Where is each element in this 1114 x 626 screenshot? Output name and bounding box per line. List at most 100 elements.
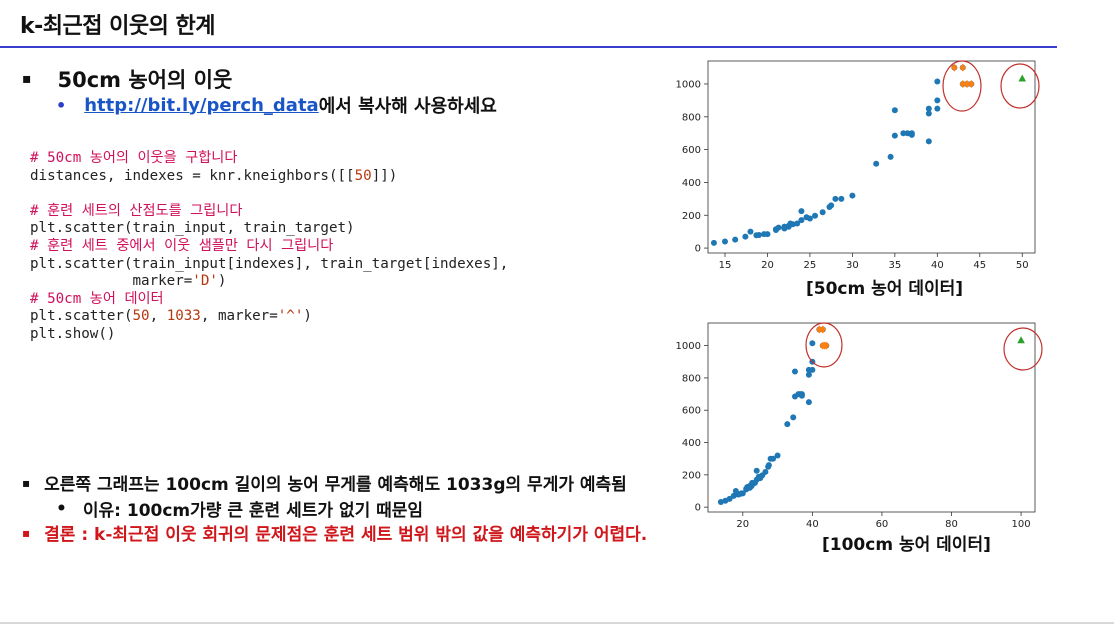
conclusion-text: 결론 : k-최근접 이웃 회귀의 문제점은 훈련 세트 범위 밖의 값을 예측… — [44, 525, 648, 545]
code-literal: 1033 — [166, 308, 201, 325]
train-point — [925, 110, 932, 117]
train-point — [755, 231, 762, 238]
x-tick-label: 50 — [1016, 260, 1029, 271]
train-point — [739, 490, 746, 497]
bullet-data-source: • http://bit.ly/perch_data 에서 복사해 사용하세요 — [56, 92, 497, 118]
code-line: marker='D') — [30, 273, 508, 291]
code-line: # 훈련 세트의 산점도를 그립니다 — [30, 203, 508, 221]
train-point — [798, 208, 805, 215]
code-token: , — [149, 308, 167, 325]
neighbor-point — [959, 79, 967, 88]
train-point — [934, 105, 941, 112]
bottom-divider — [0, 622, 1114, 624]
train-point — [838, 195, 845, 202]
x-tick-label: 80 — [945, 519, 958, 530]
dot-bullet-icon: • — [56, 498, 67, 519]
train-point — [726, 495, 733, 502]
dot-bullet-icon: • — [56, 95, 67, 115]
code-literal: 50 — [354, 167, 372, 184]
highlight-circle — [805, 322, 843, 368]
link-suffix-text: 에서 복사해 사용하세요 — [318, 96, 497, 117]
train-point — [775, 224, 782, 231]
x-tick-label: 15 — [719, 260, 732, 271]
train-point — [710, 239, 717, 246]
train-point — [764, 231, 771, 238]
train-point — [887, 153, 894, 160]
train-point — [791, 368, 798, 375]
code-token: ]]) — [371, 167, 398, 184]
chart-caption-100cm: [100cm 농어 데이터] — [822, 535, 991, 555]
y-tick-label: 600 — [682, 406, 701, 417]
train-point — [784, 421, 791, 428]
slide-title: k-최근접 이웃의 한계 — [20, 14, 216, 39]
chart-caption-50cm: [50cm 농어 데이터] — [806, 279, 964, 299]
bullet-text: 이유: 100cm가량 큰 훈련 세트가 없기 때문임 — [82, 501, 424, 521]
neighbor-point — [968, 79, 975, 88]
code-line: # 훈련 세트 중에서 이웃 샘플만 다시 그립니다 — [30, 238, 508, 256]
train-point — [765, 462, 772, 469]
plot-frame — [707, 60, 1036, 254]
code-line: distances, indexes = knr.kneighbors([[50… — [30, 168, 508, 186]
code-line: plt.scatter(train_input, train_target) — [30, 220, 508, 238]
perch-data-link[interactable]: http://bit.ly/perch_data — [84, 94, 319, 116]
bottom-bullet-1: ▪ 오른쪽 그래프는 100cm 길이의 농어 무게를 예측해도 1033g의 … — [22, 470, 627, 495]
bullet-text: 오른쪽 그래프는 100cm 길이의 농어 무게를 예측해도 1033g의 무게… — [44, 475, 627, 495]
x-tick-label: 25 — [804, 260, 817, 271]
query-point — [1017, 336, 1025, 344]
y-tick-label: 400 — [682, 438, 701, 449]
code-token: ) — [303, 308, 312, 325]
train-point — [873, 160, 880, 167]
train-point — [732, 236, 739, 243]
train-point — [934, 97, 941, 104]
plot-frame — [707, 322, 1036, 513]
x-tick-label: 20 — [761, 260, 774, 271]
train-point — [762, 468, 769, 475]
neighbor-point — [959, 63, 967, 72]
train-point — [891, 107, 898, 114]
code-block: # 50cm 농어의 이웃을 구합니다 distances, indexes = … — [30, 150, 508, 344]
train-point — [806, 215, 813, 222]
train-point — [730, 492, 737, 499]
title-divider — [0, 46, 1057, 48]
bottom-bullet-2: • 이유: 100cm가량 큰 훈련 세트가 없기 때문임 — [56, 496, 424, 522]
square-bullet-icon: ▪ — [22, 525, 31, 540]
code-token: plt.scatter(train_input, train_target) — [30, 220, 355, 237]
train-point — [798, 392, 805, 399]
train-point — [934, 78, 941, 85]
y-tick-label: 0 — [695, 503, 701, 514]
code-comment: # 50cm 농어 데이터 — [30, 290, 164, 307]
train-point — [721, 238, 728, 245]
train-point — [832, 195, 839, 202]
code-token: , marker= — [200, 308, 278, 325]
train-point — [798, 217, 805, 224]
scatter-chart-50cm: 15 20 25 30 35 40 45 50 0 200 400 600 800 1000 — [676, 60, 1040, 271]
x-tick-label: 35 — [888, 260, 901, 271]
code-literal: 'D' — [192, 273, 218, 290]
train-point — [925, 138, 932, 145]
x-tick-label: 60 — [876, 519, 889, 530]
train-point — [925, 105, 932, 112]
code-literal: '^' — [277, 308, 304, 325]
code-line: plt.scatter(train_input[indexes], train_… — [30, 256, 508, 274]
code-literal: 50 — [132, 308, 150, 325]
train-point — [742, 233, 749, 240]
x-tick-label: 20 — [736, 519, 749, 530]
train-point — [753, 467, 760, 474]
bullet-text: 50cm 농어의 이웃 — [57, 68, 233, 92]
query-point — [1018, 74, 1027, 82]
neighbor-point — [951, 63, 958, 72]
y-tick-label: 1000 — [676, 341, 701, 352]
y-tick-label: 600 — [682, 145, 701, 156]
train-point — [819, 209, 826, 216]
train-point — [891, 132, 898, 139]
code-token: distances, indexes = knr.kneighbors([[ — [30, 167, 355, 184]
code-line: # 50cm 농어 데이터 — [30, 291, 508, 309]
neighbor-point — [816, 325, 823, 334]
train-point — [900, 130, 907, 137]
x-tick-label: 30 — [846, 260, 859, 271]
train-point — [774, 452, 781, 459]
train-point — [794, 220, 801, 227]
train-point — [770, 455, 777, 462]
